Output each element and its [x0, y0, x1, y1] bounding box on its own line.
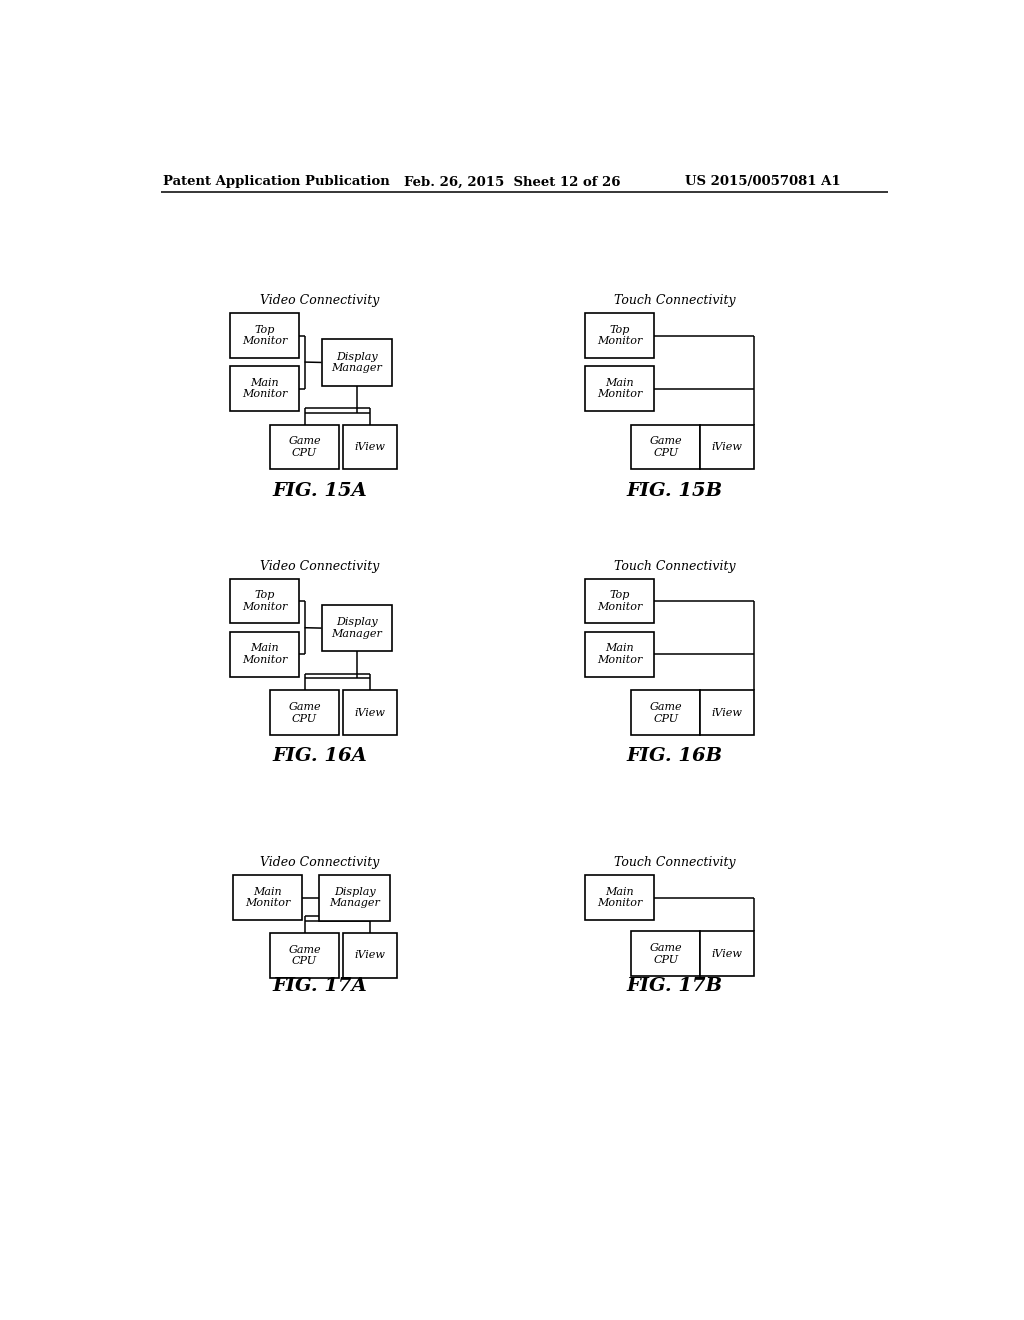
Text: FIG. 15A: FIG. 15A	[272, 482, 368, 500]
Bar	[585, 367, 654, 411]
Text: Game
CPU: Game CPU	[289, 702, 321, 723]
Text: Video Connectivity: Video Connectivity	[260, 294, 380, 308]
Bar	[319, 875, 390, 921]
Bar	[230, 632, 299, 677]
Bar	[631, 690, 700, 735]
Text: iView: iView	[354, 950, 385, 961]
Bar	[700, 425, 755, 470]
Text: Video Connectivity: Video Connectivity	[260, 560, 380, 573]
Text: Main
Monitor: Main Monitor	[597, 643, 642, 665]
Bar	[631, 425, 700, 470]
Text: Main
Monitor: Main Monitor	[242, 643, 287, 665]
Text: Touch Connectivity: Touch Connectivity	[614, 294, 736, 308]
Text: Main
Monitor: Main Monitor	[597, 378, 642, 400]
Text: Feb. 26, 2015  Sheet 12 of 26: Feb. 26, 2015 Sheet 12 of 26	[403, 176, 621, 189]
Bar	[700, 932, 755, 977]
Text: FIG. 16B: FIG. 16B	[627, 747, 723, 766]
Bar	[230, 367, 299, 411]
Text: FIG. 15B: FIG. 15B	[627, 482, 723, 500]
Bar	[631, 932, 700, 977]
Text: iView: iView	[354, 708, 385, 718]
Text: Top
Monitor: Top Monitor	[597, 590, 642, 612]
Bar	[322, 605, 392, 651]
Bar	[343, 425, 397, 470]
Bar	[233, 875, 302, 920]
Bar	[585, 632, 654, 677]
Text: Game
CPU: Game CPU	[649, 942, 682, 965]
Text: Display
Manager: Display Manager	[332, 351, 382, 374]
Text: iView: iView	[712, 949, 742, 958]
Text: Display
Manager: Display Manager	[329, 887, 380, 908]
Text: iView: iView	[712, 442, 742, 453]
Text: Patent Application Publication: Patent Application Publication	[163, 176, 390, 189]
Bar	[700, 690, 755, 735]
Text: FIG. 16A: FIG. 16A	[272, 747, 368, 766]
Bar	[230, 579, 299, 623]
Bar	[343, 933, 397, 978]
Bar	[585, 313, 654, 358]
Text: iView: iView	[354, 442, 385, 453]
Text: Video Connectivity: Video Connectivity	[260, 857, 380, 869]
Bar	[585, 579, 654, 623]
Bar	[270, 690, 339, 735]
Text: Game
CPU: Game CPU	[289, 437, 321, 458]
Bar	[230, 313, 299, 358]
Text: Main
Monitor: Main Monitor	[245, 887, 291, 908]
Text: Top
Monitor: Top Monitor	[242, 590, 287, 612]
Bar	[270, 933, 339, 978]
Text: Game
CPU: Game CPU	[649, 437, 682, 458]
Text: Top
Monitor: Top Monitor	[597, 325, 642, 346]
Bar	[270, 425, 339, 470]
Text: US 2015/0057081 A1: US 2015/0057081 A1	[685, 176, 841, 189]
Text: iView: iView	[712, 708, 742, 718]
Text: Game
CPU: Game CPU	[649, 702, 682, 723]
Text: Touch Connectivity: Touch Connectivity	[614, 857, 736, 869]
Text: Touch Connectivity: Touch Connectivity	[614, 560, 736, 573]
Text: FIG. 17B: FIG. 17B	[627, 977, 723, 995]
Text: Display
Manager: Display Manager	[332, 618, 382, 639]
Text: Game
CPU: Game CPU	[289, 945, 321, 966]
Text: Main
Monitor: Main Monitor	[242, 378, 287, 400]
Text: FIG. 17A: FIG. 17A	[272, 977, 368, 995]
Bar	[585, 875, 654, 920]
Text: Top
Monitor: Top Monitor	[242, 325, 287, 346]
Bar	[343, 690, 397, 735]
Text: Main
Monitor: Main Monitor	[597, 887, 642, 908]
Bar	[322, 339, 392, 385]
